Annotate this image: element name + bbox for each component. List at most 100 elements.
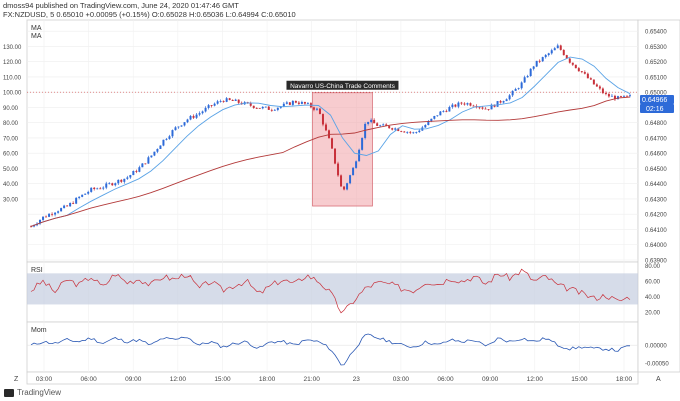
auto-scale-corner[interactable]: A: [656, 376, 661, 383]
candle-body: [541, 57, 544, 62]
candle-body: [607, 94, 610, 97]
price-axis-tick: 0.65000: [645, 91, 667, 97]
candle-body: [469, 103, 472, 106]
candle-body: [629, 95, 631, 97]
price-axis-tick: 0.64100: [645, 228, 667, 234]
candle-body: [343, 186, 346, 190]
candle-body: [619, 96, 622, 98]
left-axis-tick: 80.00: [3, 121, 19, 127]
time-axis: [26, 371, 639, 385]
candle-body: [559, 45, 562, 50]
candle-body: [418, 130, 421, 133]
candle-body: [138, 167, 141, 172]
rsi-axis-tick: 80.00: [645, 264, 661, 270]
candle-body: [141, 163, 144, 168]
candle-body: [321, 114, 324, 125]
annotation-box[interactable]: [312, 92, 373, 207]
footer-brand[interactable]: TradingView: [4, 388, 61, 397]
left-axis-tick: 60.00: [3, 152, 19, 158]
candle-body: [430, 118, 433, 122]
candle-body: [406, 131, 409, 133]
rsi-legend: RSI: [31, 267, 43, 274]
candle-body: [544, 55, 547, 58]
ma-fast-line: [30, 56, 631, 227]
momentum-line: [30, 333, 630, 366]
candle-body: [78, 196, 81, 198]
mom-axis-tick: -0.00050: [645, 361, 669, 367]
mom-panel[interactable]: [26, 321, 639, 373]
candle-body: [252, 105, 255, 108]
candle-body: [255, 107, 258, 109]
candle-body: [499, 101, 502, 103]
left-axis-tick: 40.00: [3, 182, 19, 188]
candle-body: [604, 93, 607, 95]
candle-body: [415, 132, 418, 133]
candle-body: [436, 115, 439, 117]
candle-body: [102, 187, 105, 189]
candle-body: [213, 103, 216, 106]
price-axis-tick: 0.64400: [645, 182, 667, 188]
candle-body: [33, 225, 36, 227]
candle-body: [105, 183, 108, 188]
price-axis-tick: 0.65200: [645, 60, 667, 66]
candle-body: [150, 155, 153, 158]
price-axis-tick: 0.64600: [645, 152, 667, 158]
candle-body: [123, 178, 126, 182]
annotation-label-bg: [286, 80, 399, 90]
timezone-corner[interactable]: Z: [14, 376, 19, 383]
candle-body: [565, 55, 568, 59]
candle-body: [96, 188, 99, 190]
candle-body: [334, 148, 337, 164]
candle-body: [177, 126, 180, 128]
ma-legend-2: MA: [31, 33, 42, 40]
candle-body: [601, 88, 604, 94]
candle-body: [318, 108, 321, 115]
candle-body: [610, 95, 613, 97]
candle-body: [556, 45, 559, 49]
candle-body: [198, 113, 201, 115]
candle-body: [571, 62, 574, 65]
price-axis-tick: 0.64700: [645, 136, 667, 142]
candle-body: [192, 115, 195, 118]
candle-body: [228, 98, 231, 100]
price-axis-tick: 0.64300: [645, 197, 667, 203]
footer-brand-label: TradingView: [17, 388, 62, 397]
candle-body: [174, 127, 177, 131]
candle-body: [108, 183, 111, 185]
candle-body: [297, 102, 300, 104]
candle-body: [400, 131, 403, 132]
candle-body: [589, 78, 592, 80]
candle-body: [526, 76, 529, 78]
candle-body: [409, 131, 412, 133]
time-axis-tick: 21:00: [304, 376, 321, 383]
candle-body: [201, 111, 204, 114]
candle-body: [165, 138, 168, 140]
chart-header-title: dmoss94 published on TradingView.com, Ju…: [3, 1, 239, 10]
candle-body: [54, 212, 57, 215]
candle-body: [439, 111, 442, 116]
time-axis-tick: 06:00: [80, 376, 97, 383]
left-axis-tick: 120.00: [3, 60, 22, 66]
candle-body: [162, 139, 165, 146]
time-axis-tick: 12:00: [527, 376, 544, 383]
candle-body: [264, 106, 267, 108]
rsi-axis-tick: 20.00: [645, 311, 661, 317]
candle-body: [186, 119, 189, 123]
candle-body: [451, 104, 454, 108]
time-axis-tick: 12:00: [170, 376, 187, 383]
candle-body: [598, 86, 601, 89]
candle-body: [613, 95, 616, 100]
rsi-band: [27, 273, 638, 305]
candle-body: [523, 77, 526, 83]
candle-body: [117, 179, 120, 184]
candle-body: [577, 68, 580, 72]
candle-body: [231, 99, 234, 101]
candle-body: [168, 136, 171, 139]
candle-body: [171, 130, 174, 137]
candle-body: [454, 104, 457, 107]
candle-body: [532, 66, 535, 69]
candle-body: [457, 102, 460, 107]
candle-body: [553, 48, 556, 51]
candle-body: [394, 128, 397, 130]
